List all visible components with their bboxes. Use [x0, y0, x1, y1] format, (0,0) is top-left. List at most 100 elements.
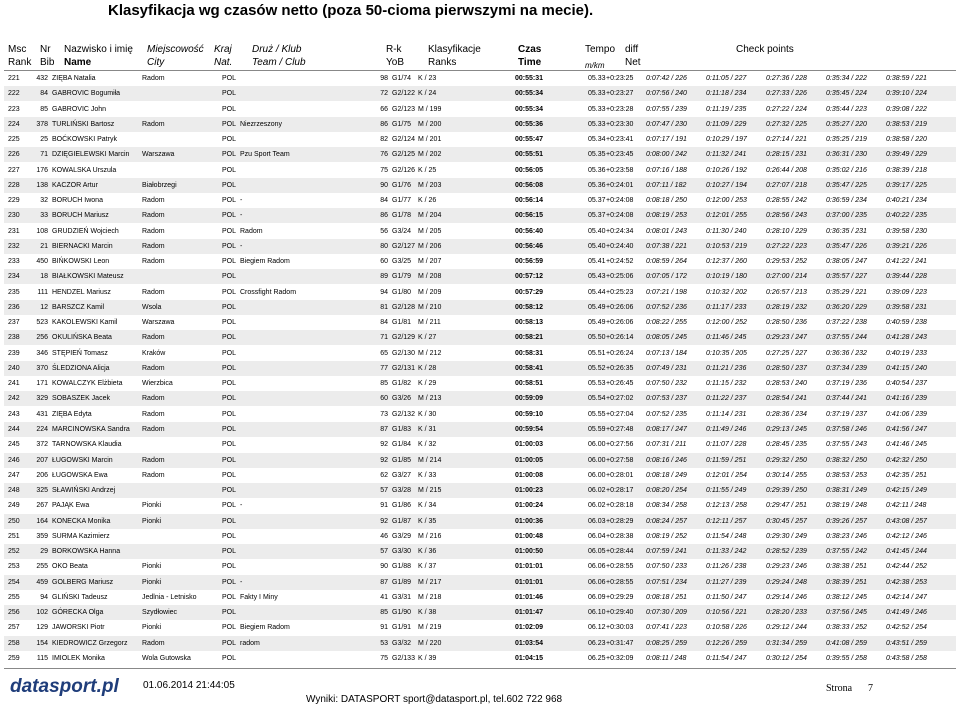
- cell: 72: [380, 90, 388, 98]
- cell: 05.36: [588, 166, 606, 174]
- cell: 0:07:42 / 226: [646, 75, 687, 82]
- cell: 0:11:21 / 236: [706, 364, 747, 372]
- cell: M / 216: [418, 532, 442, 540]
- cell: 0:12:00 / 252: [706, 319, 747, 327]
- cell: 0:28:56 / 243: [766, 212, 807, 220]
- cell: 253: [8, 563, 20, 571]
- cell: 221: [8, 75, 20, 82]
- cell: 0:43:08 / 257: [886, 517, 927, 525]
- cell: 0:08:05 / 245: [646, 334, 687, 342]
- cell: 62: [380, 471, 388, 479]
- cell: 0:41:16 / 239: [886, 395, 927, 403]
- cell: POL: [222, 334, 237, 342]
- cell: POL: [222, 151, 237, 159]
- cell: Radom: [142, 120, 165, 128]
- cell: G2/133: [392, 654, 415, 662]
- cell: 129: [36, 624, 48, 632]
- cell: +0:27:02: [606, 395, 634, 403]
- cell: -: [240, 212, 243, 220]
- cell: 0:28:52 / 239: [766, 548, 807, 556]
- cell: ŚLEDZIONA Alicja: [52, 364, 110, 372]
- cell: ZIĘBA Natalia: [52, 75, 96, 82]
- cell: 240: [8, 364, 20, 372]
- cell: 0:38:39 / 218: [886, 166, 927, 174]
- cell: KIEDROWICZ Grzegorz: [52, 639, 128, 647]
- cell: -: [240, 197, 243, 205]
- cell: 00:57:12: [515, 273, 544, 281]
- cell: 0:38:53 / 219: [886, 120, 927, 128]
- cell: G1/89: [392, 578, 412, 586]
- row-band: [4, 208, 956, 224]
- cell: 0:38:53 / 253: [826, 471, 867, 479]
- cell: 232: [8, 242, 20, 250]
- cell: ŁUGOWSKA Ewa: [52, 471, 108, 479]
- cell: 0:30:45 / 257: [766, 517, 807, 525]
- column-header-en: Team / Club: [252, 57, 306, 68]
- cell: 258: [8, 639, 20, 647]
- cell: 222: [8, 90, 20, 98]
- row-band: [4, 177, 956, 193]
- cell: G2/125: [392, 151, 415, 159]
- cell: G2/123: [392, 105, 415, 113]
- cell: 0:39:21 / 226: [886, 242, 927, 250]
- cell: 108: [36, 227, 48, 235]
- cell: BIŃKOWSKI Leon: [52, 258, 110, 266]
- cell: 84: [380, 319, 388, 327]
- cell: Radom: [142, 410, 165, 418]
- cell: K / 23: [418, 75, 437, 82]
- cell: G2/130: [392, 349, 415, 357]
- cell: DZIĘGIELEWSKI Marcin: [52, 151, 130, 159]
- cell: 0:08:34 / 258: [646, 502, 687, 510]
- cell: 05.50: [588, 334, 606, 342]
- cell: M / 217: [418, 578, 442, 586]
- cell: 75: [380, 654, 388, 662]
- cell: 0:41:06 / 239: [886, 410, 927, 418]
- cell: M / 203: [418, 181, 442, 189]
- cell: 00:58:31: [515, 349, 544, 357]
- cell: 0:11:33 / 242: [706, 548, 747, 556]
- row-band: [4, 86, 956, 102]
- cell: +0:28:17: [606, 487, 634, 495]
- cell: +0:23:45: [606, 151, 634, 159]
- cell: 0:37:55 / 242: [826, 548, 867, 556]
- cell: 05.37: [588, 212, 606, 220]
- cell: Pzu Sport Team: [240, 151, 290, 159]
- cell: G1/83: [392, 425, 412, 433]
- cell: 0:38:31 / 249: [826, 487, 867, 495]
- cell: 0:39:58 / 231: [886, 303, 927, 311]
- cell: 0:29:47 / 251: [766, 502, 807, 510]
- cell: 05.52: [588, 364, 606, 372]
- cell: Warszawa: [142, 151, 175, 159]
- cell: K / 36: [418, 548, 437, 556]
- cell: 0:07:49 / 231: [646, 364, 687, 372]
- cell: 230: [8, 212, 20, 220]
- cell: 236: [8, 303, 20, 311]
- cell: IMIOLEK Monika: [52, 654, 105, 662]
- cell: G1/88: [392, 563, 412, 571]
- cell: 0:43:51 / 259: [886, 639, 927, 647]
- cell: POL: [222, 136, 237, 144]
- cell: +0:27:58: [606, 456, 634, 464]
- cell: 370: [36, 364, 48, 372]
- cell: 05.54: [588, 395, 606, 403]
- cell: 0:37:44 / 241: [826, 395, 867, 403]
- cell: +0:27:56: [606, 441, 634, 449]
- cell: POL: [222, 90, 237, 98]
- cell: G1/78: [392, 212, 412, 220]
- cell: KACZOR Artur: [52, 181, 98, 189]
- cell: 01:03:54: [515, 639, 544, 647]
- cell: 05.49: [588, 303, 606, 311]
- cell: 00:55:31: [515, 75, 544, 82]
- cell: 01:00:03: [515, 441, 544, 449]
- cell: 60: [380, 258, 388, 266]
- cell: 0:42:38 / 253: [886, 578, 927, 586]
- cell: 60: [380, 395, 388, 403]
- cell: M / 212: [418, 349, 442, 357]
- cell: 75: [380, 166, 388, 174]
- cell: 89: [380, 273, 388, 281]
- cell: Radom: [142, 212, 165, 220]
- cell: 252: [8, 548, 20, 556]
- cell: 0:30:12 / 254: [766, 654, 807, 662]
- cell: G1/79: [392, 273, 412, 281]
- cell: 171: [36, 380, 48, 388]
